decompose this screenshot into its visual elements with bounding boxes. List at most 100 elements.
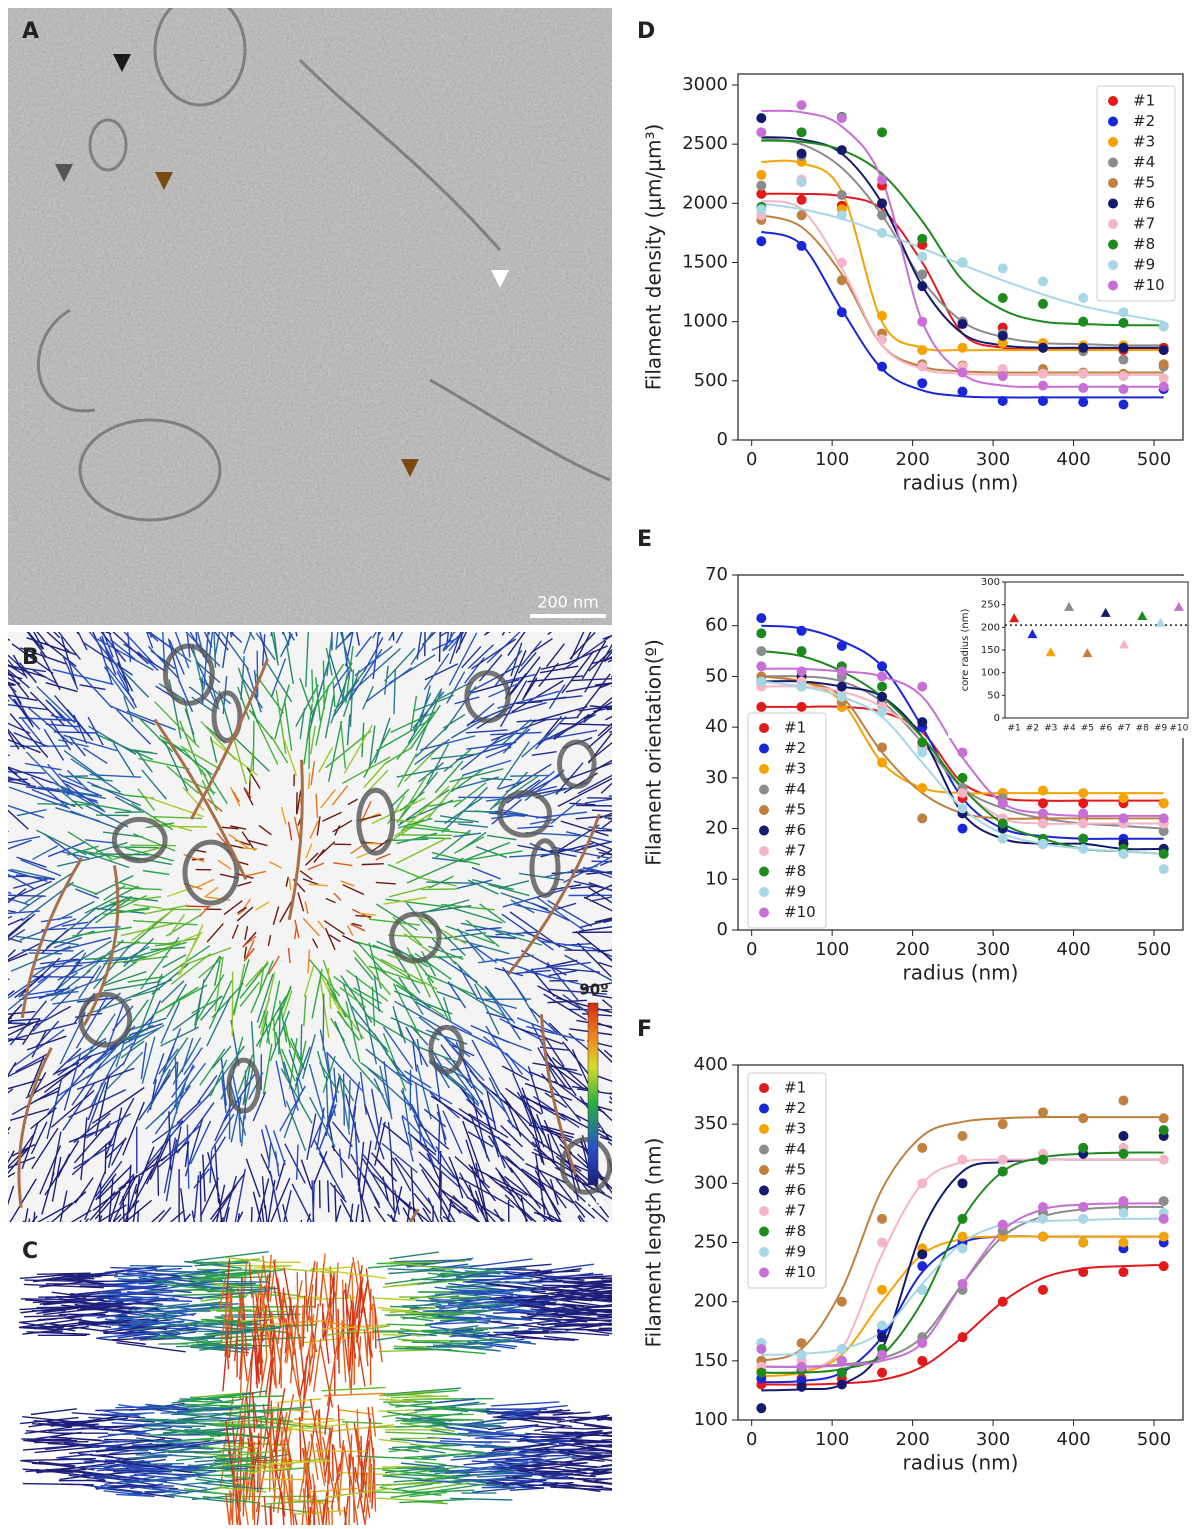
legend-label: #6 (784, 1181, 806, 1199)
filament (136, 1464, 184, 1465)
filament (114, 847, 159, 848)
point (1159, 1125, 1169, 1135)
point (877, 1238, 887, 1248)
point (1078, 834, 1088, 844)
point (1038, 798, 1048, 808)
point (998, 1167, 1008, 1177)
filament (349, 1496, 350, 1525)
point (958, 1243, 968, 1253)
x-tick-label: 500 (1137, 1429, 1171, 1450)
point (837, 258, 847, 268)
filament (601, 1438, 644, 1440)
point (756, 677, 766, 687)
point (1078, 369, 1088, 379)
point (1038, 369, 1048, 379)
y-tick-label: 70 (705, 564, 728, 585)
point (917, 748, 927, 758)
panel-a-image: 200 nm (8, 0, 612, 625)
point (958, 386, 968, 396)
filament (451, 1298, 491, 1299)
legend-label: #6 (1133, 194, 1155, 212)
point (877, 198, 887, 208)
point (1118, 307, 1128, 317)
filament (324, 1393, 383, 1395)
legend-label: #3 (784, 760, 806, 778)
legend-marker (759, 1186, 769, 1196)
legend-label: #2 (784, 739, 806, 757)
filament (323, 661, 324, 710)
filament (353, 1457, 354, 1523)
point (837, 145, 847, 155)
y-axis-label: Filament length (nm) (642, 1138, 666, 1348)
inset-y-tick-label: 250 (981, 600, 1000, 611)
filament (31, 1409, 77, 1415)
point (1038, 786, 1048, 796)
legend-marker (759, 887, 769, 897)
point (797, 1350, 807, 1360)
filament (295, 1514, 303, 1525)
filament (309, 1410, 317, 1465)
filament (38, 1296, 114, 1297)
y-tick-label: 1500 (682, 252, 728, 273)
filament (329, 1428, 330, 1484)
point (1038, 1107, 1048, 1117)
point (958, 773, 968, 783)
point (756, 1344, 766, 1354)
point (917, 1285, 927, 1295)
inset-y-tick-label: 0 (994, 713, 1000, 724)
inset-x-tick-label: #3 (1044, 724, 1057, 734)
filament (414, 1480, 448, 1481)
point (837, 1368, 847, 1378)
point (797, 210, 807, 220)
filament (0, 1133, 9, 1147)
panel-b-image (0, 571, 666, 1369)
filament (432, 1404, 486, 1408)
point (877, 758, 887, 768)
filament (338, 1309, 339, 1374)
legend-label: #5 (1133, 174, 1155, 192)
point (1078, 317, 1088, 327)
filament (61, 1484, 94, 1485)
point (998, 1297, 1008, 1307)
point (917, 252, 927, 262)
y-tick-label: 10 (705, 868, 728, 889)
point (998, 819, 1008, 829)
filament (394, 1349, 452, 1350)
filament (491, 1402, 559, 1406)
legend-label: #10 (784, 903, 816, 921)
filament (432, 1206, 433, 1255)
panel-label: C (22, 1239, 38, 1264)
filament (422, 889, 457, 890)
point (877, 692, 887, 702)
legend-marker (759, 1104, 769, 1114)
point (797, 100, 807, 110)
filament (342, 1422, 382, 1424)
filament (46, 1222, 63, 1246)
filament (603, 1419, 679, 1427)
legend-marker (759, 744, 769, 754)
legend-label: #1 (784, 719, 806, 737)
inset-x-tick-label: #4 (1062, 724, 1076, 734)
x-tick-label: 0 (746, 939, 757, 960)
point (917, 345, 927, 355)
point (1118, 384, 1128, 394)
legend-marker (759, 867, 769, 877)
point (958, 1155, 968, 1165)
y-tick-label: 150 (694, 1350, 728, 1371)
filament (332, 1444, 333, 1481)
legend-marker (759, 1227, 769, 1237)
inset-x-tick-label: #9 (1154, 724, 1168, 734)
y-tick-label: 100 (694, 1409, 728, 1430)
point (1078, 1113, 1088, 1123)
point (756, 613, 766, 623)
legend-marker (1108, 137, 1118, 147)
filament (0, 678, 9, 702)
point (756, 170, 766, 180)
filament (314, 1304, 319, 1350)
filament (359, 1336, 361, 1366)
point (797, 1382, 807, 1392)
inset-x-tick-label: #10 (1169, 724, 1188, 734)
filament (0, 1221, 24, 1257)
point (1159, 359, 1169, 369)
point (756, 702, 766, 712)
